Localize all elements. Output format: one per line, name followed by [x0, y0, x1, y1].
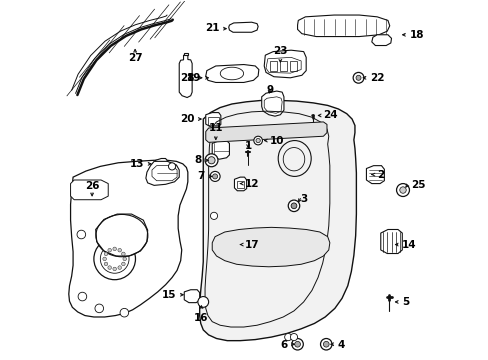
Text: 14: 14 — [402, 239, 416, 249]
Polygon shape — [69, 160, 187, 317]
Circle shape — [255, 138, 260, 143]
Polygon shape — [212, 140, 229, 159]
Circle shape — [122, 252, 125, 256]
Polygon shape — [184, 290, 199, 303]
Circle shape — [104, 252, 107, 256]
Text: 16: 16 — [194, 313, 208, 323]
Text: 28: 28 — [180, 73, 194, 83]
Circle shape — [108, 248, 111, 252]
Text: 6: 6 — [280, 340, 287, 350]
Text: 20: 20 — [180, 114, 194, 124]
Text: 24: 24 — [323, 111, 337, 121]
Circle shape — [320, 338, 331, 350]
Polygon shape — [205, 64, 258, 82]
Text: 10: 10 — [269, 136, 284, 145]
Circle shape — [102, 257, 106, 261]
Circle shape — [352, 72, 363, 83]
Text: 19: 19 — [187, 73, 201, 83]
Polygon shape — [179, 55, 192, 98]
Polygon shape — [261, 91, 284, 116]
Circle shape — [113, 247, 116, 251]
Polygon shape — [70, 180, 108, 200]
Text: 15: 15 — [162, 290, 176, 300]
Text: 27: 27 — [127, 53, 142, 63]
Polygon shape — [212, 227, 329, 267]
Text: 8: 8 — [194, 155, 201, 165]
Circle shape — [323, 341, 328, 347]
Circle shape — [287, 200, 299, 212]
Text: 13: 13 — [129, 159, 144, 169]
Polygon shape — [380, 229, 402, 253]
Text: 17: 17 — [244, 239, 259, 249]
Circle shape — [78, 292, 86, 301]
Text: 7: 7 — [197, 171, 204, 181]
Polygon shape — [228, 22, 258, 32]
Text: 25: 25 — [410, 180, 425, 190]
Text: 18: 18 — [408, 30, 423, 40]
Circle shape — [210, 212, 217, 220]
Text: 3: 3 — [300, 194, 306, 204]
Circle shape — [396, 184, 408, 197]
Circle shape — [118, 266, 121, 269]
Circle shape — [399, 187, 406, 193]
Polygon shape — [233, 238, 246, 252]
Circle shape — [168, 163, 175, 170]
Text: 22: 22 — [369, 73, 384, 83]
Polygon shape — [183, 53, 187, 55]
Polygon shape — [297, 15, 389, 37]
Circle shape — [122, 262, 125, 266]
Polygon shape — [205, 122, 326, 142]
Circle shape — [77, 230, 85, 239]
Circle shape — [104, 262, 107, 266]
Circle shape — [253, 136, 262, 145]
Polygon shape — [145, 161, 179, 185]
Text: 21: 21 — [204, 23, 219, 33]
Circle shape — [204, 154, 218, 167]
Polygon shape — [96, 214, 147, 256]
Text: 1: 1 — [244, 140, 251, 150]
Polygon shape — [205, 113, 221, 127]
Text: 9: 9 — [265, 85, 273, 95]
Polygon shape — [199, 100, 356, 341]
Circle shape — [100, 244, 129, 273]
Circle shape — [294, 341, 300, 347]
Text: 23: 23 — [273, 46, 287, 56]
Text: 11: 11 — [208, 123, 223, 134]
Circle shape — [94, 238, 135, 280]
Circle shape — [290, 203, 296, 209]
Polygon shape — [155, 158, 167, 171]
Text: 12: 12 — [244, 179, 259, 189]
Circle shape — [291, 338, 303, 350]
Circle shape — [113, 267, 116, 271]
Circle shape — [122, 257, 126, 261]
Text: 26: 26 — [84, 181, 99, 191]
Polygon shape — [366, 166, 384, 184]
Text: 2: 2 — [376, 170, 384, 180]
Circle shape — [118, 248, 121, 252]
Circle shape — [284, 333, 291, 341]
Circle shape — [355, 75, 360, 80]
Circle shape — [108, 266, 111, 269]
Circle shape — [120, 309, 128, 317]
Text: 4: 4 — [337, 340, 345, 350]
Circle shape — [212, 174, 217, 179]
Polygon shape — [371, 35, 391, 45]
Circle shape — [95, 304, 103, 313]
Polygon shape — [234, 177, 246, 191]
Polygon shape — [264, 50, 305, 78]
Circle shape — [198, 297, 208, 307]
Circle shape — [290, 333, 297, 341]
Circle shape — [207, 157, 215, 164]
Text: 5: 5 — [402, 297, 409, 307]
Circle shape — [210, 171, 220, 181]
